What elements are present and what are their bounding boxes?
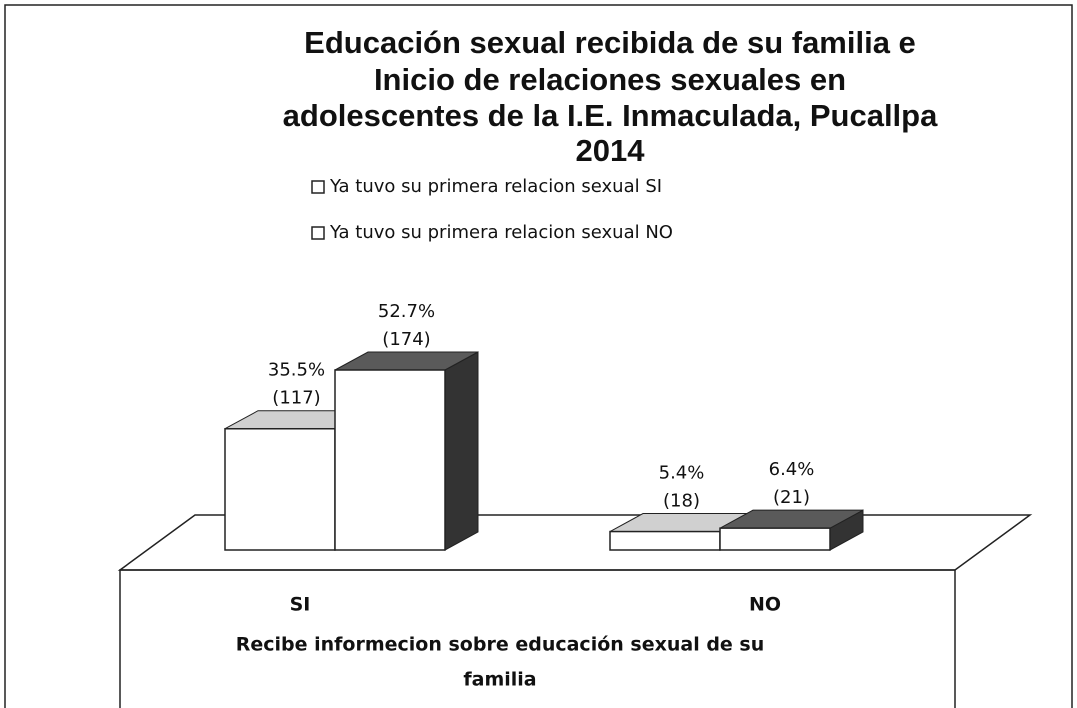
x-axis-title: Recibe informecion sobre educación sexua… (236, 634, 765, 656)
data-label: (21) (773, 487, 810, 508)
bar (334, 369, 446, 551)
data-label: 6.4% (769, 459, 815, 480)
data-label: (174) (382, 329, 430, 350)
chart-title: Inicio de relaciones sexuales en (374, 62, 846, 97)
x-axis-title: familia (463, 669, 536, 691)
floor-front (119, 569, 956, 708)
chart-title: 2014 (576, 133, 646, 168)
legend-marker (311, 180, 325, 194)
data-label: 52.7% (378, 301, 435, 322)
data-label: 35.5% (268, 360, 325, 381)
frame (4, 4, 1073, 708)
data-label: (18) (663, 491, 700, 512)
legend-label: Ya tuvo su primera relacion sexual NO (329, 222, 673, 243)
data-label: (117) (272, 388, 320, 409)
x-tick-label: NO (749, 594, 781, 616)
data-label: 5.4% (659, 463, 705, 484)
bar (609, 530, 721, 551)
chart-title: adolescentes de la I.E. Inmaculada, Puca… (283, 98, 938, 133)
chart-title: Educación sexual recibida de su familia … (304, 25, 916, 60)
bar (719, 527, 831, 551)
bar-side (444, 351, 479, 551)
legend-marker (311, 226, 325, 240)
x-tick-label: SI (290, 594, 311, 616)
bar (224, 427, 336, 551)
legend-label: Ya tuvo su primera relacion sexual SI (329, 176, 662, 197)
